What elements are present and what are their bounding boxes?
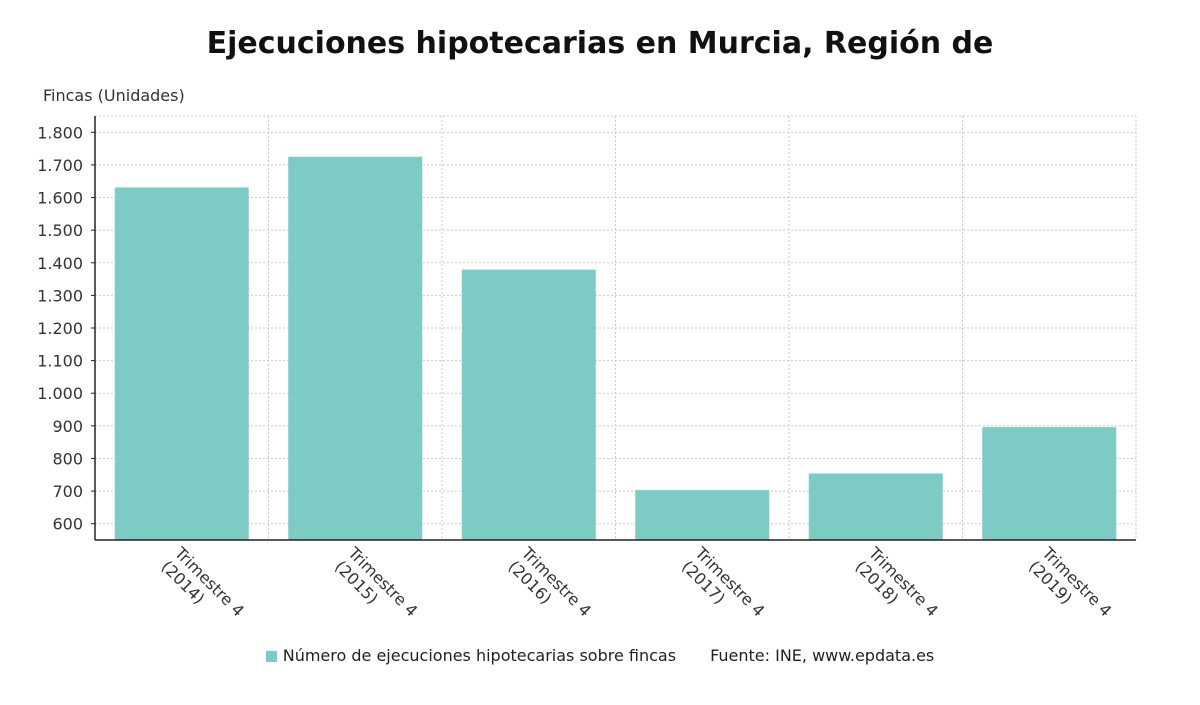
chart-title: Ejecuciones hipotecarias en Murcia, Regi… bbox=[206, 26, 994, 61]
bar bbox=[808, 473, 943, 540]
legend: Número de ejecuciones hipotecarias sobre… bbox=[0, 646, 1200, 665]
y-axis-label: Fincas (Unidades) bbox=[43, 86, 185, 105]
x-tick-label: Trimestre 4(2017) bbox=[677, 543, 768, 634]
y-tick-label: 1.600 bbox=[37, 189, 83, 208]
x-tick-label: Trimestre 4(2018) bbox=[851, 543, 942, 634]
y-tick-label: 800 bbox=[52, 449, 83, 468]
y-tick-labels: 600 700 800 900 1.000 1.100 1.200 1.300 1.400 1.5… bbox=[37, 123, 83, 533]
bar bbox=[114, 187, 249, 541]
y-tick-label: 1.100 bbox=[37, 352, 83, 371]
x-tick-label: Trimestre 4(2015) bbox=[330, 543, 421, 634]
y-tick-label: 1.200 bbox=[37, 319, 83, 338]
bars bbox=[114, 156, 1117, 541]
legend-series-label: Número de ejecuciones hipotecarias sobre… bbox=[282, 646, 677, 665]
y-tick-label: 600 bbox=[52, 515, 83, 534]
y-tick-label: 1.000 bbox=[37, 384, 83, 403]
gridlines bbox=[95, 115, 1137, 540]
bar bbox=[461, 269, 596, 540]
y-tick-label: 700 bbox=[52, 482, 83, 501]
y-tick-label: 900 bbox=[52, 417, 83, 436]
source-text: Fuente: INE, www.epdata.es bbox=[710, 646, 935, 665]
bar bbox=[982, 427, 1117, 540]
x-tick-label: Trimestre 4(2014) bbox=[157, 543, 248, 634]
legend-swatch bbox=[265, 651, 277, 662]
y-tick-label: 1.700 bbox=[37, 156, 83, 175]
x-tick-labels: Trimestre 4(2014) Trimestre 4(2015) Trimes… bbox=[157, 543, 1115, 634]
x-tick-label: Trimestre 4(2019) bbox=[1024, 543, 1115, 634]
axes bbox=[91, 116, 1136, 541]
y-tick-label: 1.400 bbox=[37, 254, 83, 273]
y-tick-label: 1.300 bbox=[37, 286, 83, 305]
y-tick-label: 1.500 bbox=[37, 221, 83, 240]
bar bbox=[635, 490, 770, 540]
x-tick-label: Trimestre 4(2016) bbox=[504, 543, 595, 634]
y-tick-label: 1.800 bbox=[37, 123, 83, 142]
bar bbox=[288, 156, 423, 540]
